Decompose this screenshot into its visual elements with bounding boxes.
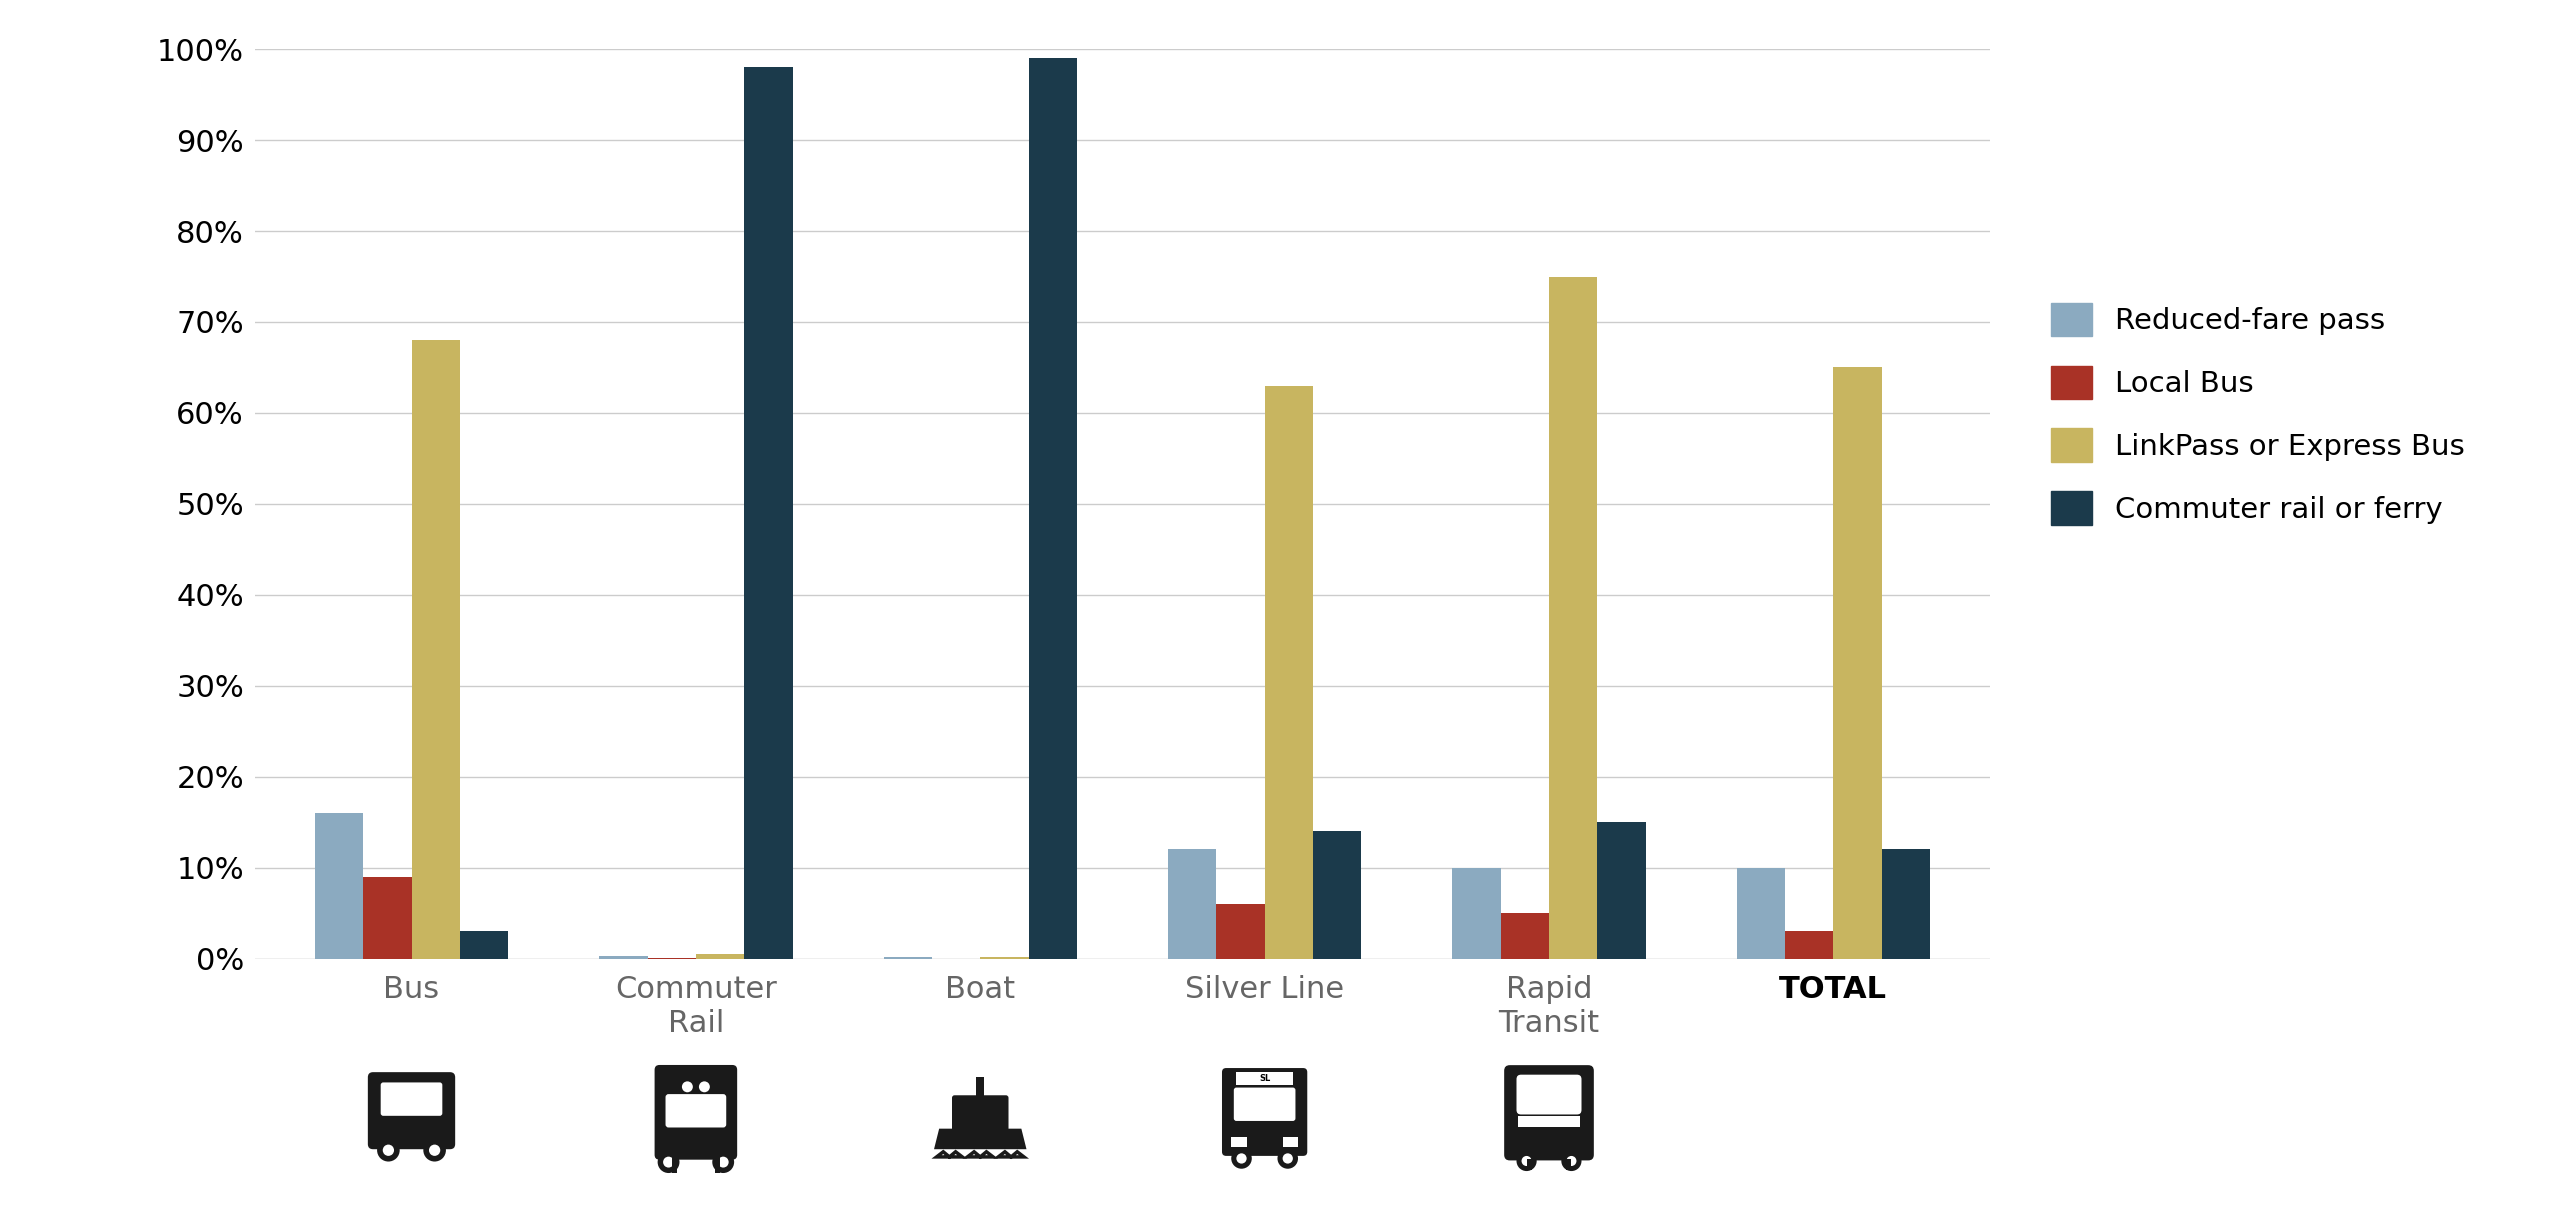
Bar: [1737, 868, 1786, 959]
Circle shape: [1520, 1156, 1531, 1166]
Bar: [459, 932, 508, 959]
Circle shape: [1566, 1156, 1577, 1166]
FancyBboxPatch shape: [952, 1095, 1008, 1131]
Circle shape: [663, 1156, 673, 1168]
Circle shape: [673, 1067, 717, 1110]
Legend: Reduced-fare pass, Local Bus, LinkPass or Express Bus, Commuter rail or ferry: Reduced-fare pass, Local Bus, LinkPass o…: [2038, 291, 2477, 537]
Circle shape: [1515, 1150, 1536, 1171]
Bar: [1528, 1159, 1531, 1170]
Bar: [696, 954, 745, 959]
Bar: [1237, 1072, 1293, 1085]
Bar: [1265, 386, 1314, 959]
Bar: [1883, 849, 1931, 959]
Circle shape: [1237, 1153, 1247, 1164]
Bar: [883, 957, 931, 959]
Bar: [1548, 277, 1597, 959]
Circle shape: [423, 1139, 446, 1161]
Bar: [714, 1155, 719, 1172]
Bar: [1452, 868, 1500, 959]
Bar: [980, 957, 1028, 959]
FancyBboxPatch shape: [1505, 1066, 1594, 1160]
Bar: [1314, 831, 1362, 959]
Bar: [977, 1078, 985, 1097]
Bar: [1500, 913, 1548, 959]
Circle shape: [378, 1139, 401, 1161]
Circle shape: [699, 1082, 709, 1093]
Circle shape: [1278, 1148, 1298, 1169]
Bar: [362, 876, 411, 959]
Bar: [1518, 1116, 1579, 1127]
FancyBboxPatch shape: [1222, 1068, 1306, 1156]
Bar: [1028, 58, 1077, 959]
FancyBboxPatch shape: [380, 1083, 441, 1116]
Bar: [314, 814, 362, 959]
Bar: [1566, 1159, 1571, 1170]
Circle shape: [1283, 1153, 1293, 1164]
Text: SL: SL: [1260, 1074, 1270, 1083]
FancyBboxPatch shape: [656, 1066, 737, 1160]
Bar: [1786, 932, 1834, 959]
Bar: [1283, 1137, 1298, 1147]
Polygon shape: [934, 1128, 1026, 1149]
FancyBboxPatch shape: [1515, 1074, 1582, 1115]
Circle shape: [681, 1082, 694, 1093]
Circle shape: [383, 1144, 393, 1156]
Bar: [745, 68, 793, 959]
Circle shape: [658, 1152, 679, 1172]
Bar: [1597, 822, 1645, 959]
Bar: [673, 1155, 676, 1172]
Bar: [1232, 1137, 1247, 1147]
Bar: [411, 340, 459, 959]
Circle shape: [717, 1156, 730, 1168]
Bar: [1834, 367, 1883, 959]
FancyBboxPatch shape: [666, 1094, 727, 1127]
FancyBboxPatch shape: [1235, 1088, 1296, 1121]
Bar: [1217, 905, 1265, 959]
Circle shape: [429, 1144, 441, 1156]
Circle shape: [1561, 1150, 1582, 1171]
Bar: [1168, 849, 1217, 959]
Bar: [599, 956, 648, 959]
Circle shape: [712, 1152, 735, 1172]
Circle shape: [1232, 1148, 1253, 1169]
FancyBboxPatch shape: [367, 1072, 454, 1149]
